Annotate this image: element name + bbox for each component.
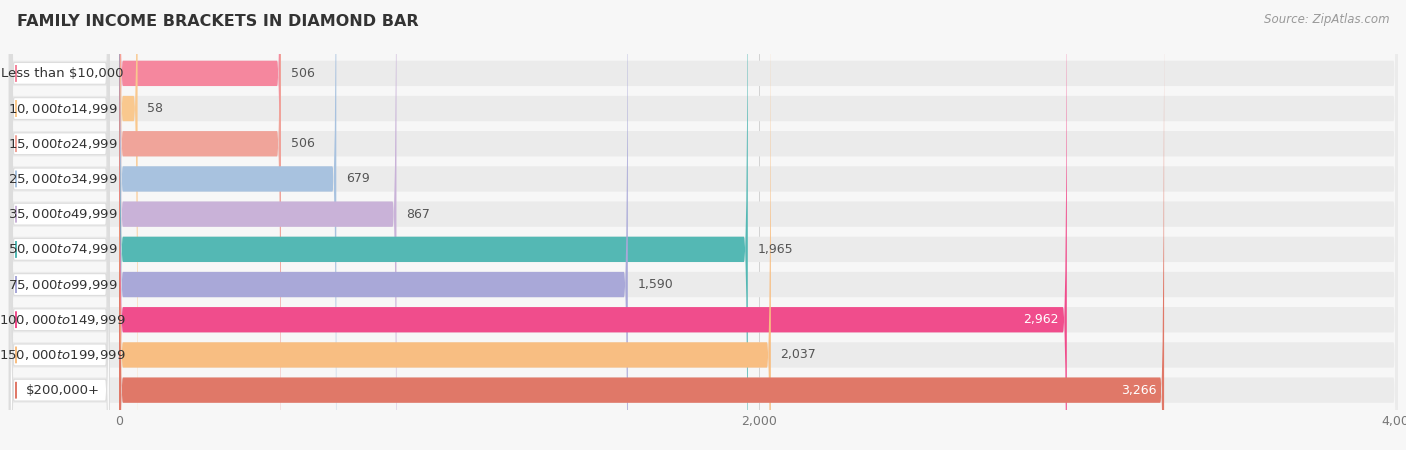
FancyBboxPatch shape [120,0,1067,450]
FancyBboxPatch shape [10,0,110,450]
Text: Less than $10,000: Less than $10,000 [1,67,124,80]
Text: 1,590: 1,590 [637,278,673,291]
FancyBboxPatch shape [120,0,628,450]
Text: 1,965: 1,965 [758,243,793,256]
FancyBboxPatch shape [8,0,1398,450]
FancyBboxPatch shape [10,0,110,450]
Text: FAMILY INCOME BRACKETS IN DIAMOND BAR: FAMILY INCOME BRACKETS IN DIAMOND BAR [17,14,419,28]
FancyBboxPatch shape [120,0,138,450]
Text: 867: 867 [406,207,430,220]
Text: Source: ZipAtlas.com: Source: ZipAtlas.com [1264,14,1389,27]
Text: 3,266: 3,266 [1121,384,1156,396]
FancyBboxPatch shape [120,0,1164,450]
Text: $75,000 to $99,999: $75,000 to $99,999 [7,278,117,292]
Text: $25,000 to $34,999: $25,000 to $34,999 [7,172,117,186]
Text: $15,000 to $24,999: $15,000 to $24,999 [7,137,117,151]
Text: 679: 679 [346,172,370,185]
Text: $10,000 to $14,999: $10,000 to $14,999 [7,102,117,116]
FancyBboxPatch shape [10,0,110,450]
FancyBboxPatch shape [10,0,110,450]
FancyBboxPatch shape [10,0,110,450]
Text: 2,037: 2,037 [780,348,817,361]
FancyBboxPatch shape [8,0,1398,450]
FancyBboxPatch shape [120,0,281,450]
FancyBboxPatch shape [8,0,1398,450]
FancyBboxPatch shape [8,0,1398,450]
Text: $35,000 to $49,999: $35,000 to $49,999 [7,207,117,221]
Text: 506: 506 [291,67,315,80]
FancyBboxPatch shape [120,0,281,450]
FancyBboxPatch shape [8,0,1398,450]
Text: 506: 506 [291,137,315,150]
FancyBboxPatch shape [10,0,110,450]
Text: 2,962: 2,962 [1024,313,1059,326]
FancyBboxPatch shape [8,0,1398,450]
FancyBboxPatch shape [8,0,1398,450]
Text: $100,000 to $149,999: $100,000 to $149,999 [0,313,125,327]
FancyBboxPatch shape [120,0,396,450]
Text: $150,000 to $199,999: $150,000 to $199,999 [0,348,125,362]
FancyBboxPatch shape [120,0,336,450]
FancyBboxPatch shape [120,0,770,450]
Text: 58: 58 [148,102,163,115]
Text: $50,000 to $74,999: $50,000 to $74,999 [7,243,117,256]
Text: $200,000+: $200,000+ [25,384,100,396]
FancyBboxPatch shape [8,0,1398,450]
FancyBboxPatch shape [10,0,110,450]
FancyBboxPatch shape [8,0,1398,450]
FancyBboxPatch shape [10,0,110,450]
FancyBboxPatch shape [8,0,1398,450]
FancyBboxPatch shape [10,0,110,450]
FancyBboxPatch shape [10,0,110,450]
FancyBboxPatch shape [120,0,748,450]
